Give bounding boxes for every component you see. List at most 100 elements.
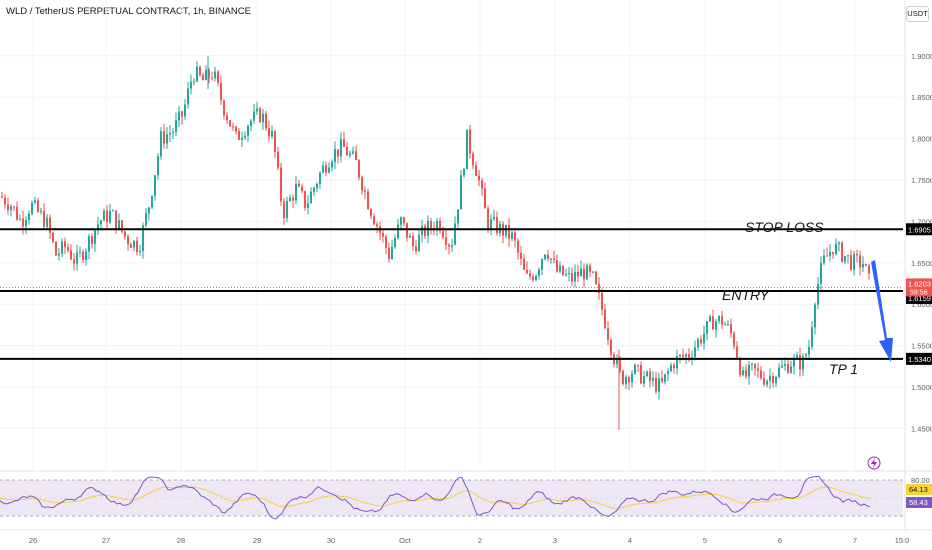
candle-body [154,175,156,196]
candle-body [298,183,300,187]
candle-body [193,81,195,83]
candle-body [448,244,450,247]
candle-body [664,374,666,382]
candle-body [745,370,747,377]
candle-body [571,272,573,282]
candle-body [556,259,558,272]
candle-body [586,265,588,280]
candle-body [49,217,51,233]
stop-loss-text: STOP LOSS [745,219,824,235]
candle-body [46,217,48,227]
candle-body [397,224,399,239]
candle-body [595,271,597,284]
candle-body [703,333,705,344]
candle-body [709,316,711,322]
candle-body [118,220,120,230]
candle-body [592,271,594,273]
rsi-ma-line [0,486,871,509]
candle-body [184,104,186,117]
candle-body [496,217,498,234]
candle-body [388,247,390,259]
candle-body [352,151,354,154]
candle-body [346,146,348,156]
candle-body [4,197,6,205]
arrow-down-icon [871,260,893,362]
candle-body [580,268,582,277]
candle-body [250,120,252,127]
candle-body [568,272,570,275]
candle-body [358,160,360,178]
candle-body [478,175,480,181]
price-tick-label: 1.5000 [911,383,932,392]
candle-body [670,365,672,372]
candle-body [64,241,66,248]
candle-body [799,355,801,370]
candle-body [676,356,678,369]
time-tick-label: 15:0 [895,536,910,545]
candle-body [697,339,699,348]
candle-body [667,371,669,375]
candle-body [214,71,216,79]
candle-body [523,258,525,270]
candle-body [367,191,369,210]
time-tick-label: 30 [327,536,335,545]
candle-body [199,66,201,75]
candle-body [73,259,75,264]
candle-body [262,113,264,122]
candle-body [217,71,219,83]
candle-body [727,324,729,326]
candle-body [691,357,693,359]
current-price-label: 1.6203 [908,279,931,288]
candle-body [649,371,651,381]
tp1-text: TP 1 [829,361,858,377]
candle-body [415,246,417,252]
currency-button[interactable]: USDT [906,6,929,22]
candle-body [652,377,654,381]
candle-body [511,232,513,239]
candle-body [244,135,246,138]
candle-body [406,222,408,238]
candle-body [754,363,756,369]
candle-body [25,220,27,227]
candle-body [622,370,624,385]
candle-body [610,339,612,355]
candle-body [640,365,642,384]
candle-body [685,354,687,357]
candle-body [391,246,393,259]
candle-body [13,206,15,208]
candle-body [220,82,222,101]
candle-body [439,221,441,231]
candle-body [481,180,483,189]
candle-body [634,364,636,374]
candle-body [100,220,102,225]
candle-body [79,251,81,253]
candle-body [607,328,609,340]
candle-body [310,191,312,204]
candle-body [43,210,45,227]
candle-body [865,264,867,266]
candle-body [712,316,714,330]
candle-body [850,255,852,270]
current-price-tag [906,278,932,297]
candle-body [97,224,99,231]
candle-body [190,81,192,89]
level-tag-label: 1.5340 [908,355,931,364]
candle-body [544,254,546,260]
candle-body [565,274,567,276]
candle-body [172,131,174,134]
candle-body [202,74,204,81]
candle-body [793,357,795,367]
candle-body [259,108,261,122]
candle-body [133,240,135,248]
candle-body [232,126,234,128]
time-tick-label: 4 [628,536,632,545]
rsi-pane [0,470,932,520]
candle-body [475,165,477,176]
candle-body [349,153,351,156]
candle-body [838,242,840,244]
candle-body [856,254,858,256]
price-tick-label: 1.8000 [911,135,932,144]
candle-body [853,254,855,270]
